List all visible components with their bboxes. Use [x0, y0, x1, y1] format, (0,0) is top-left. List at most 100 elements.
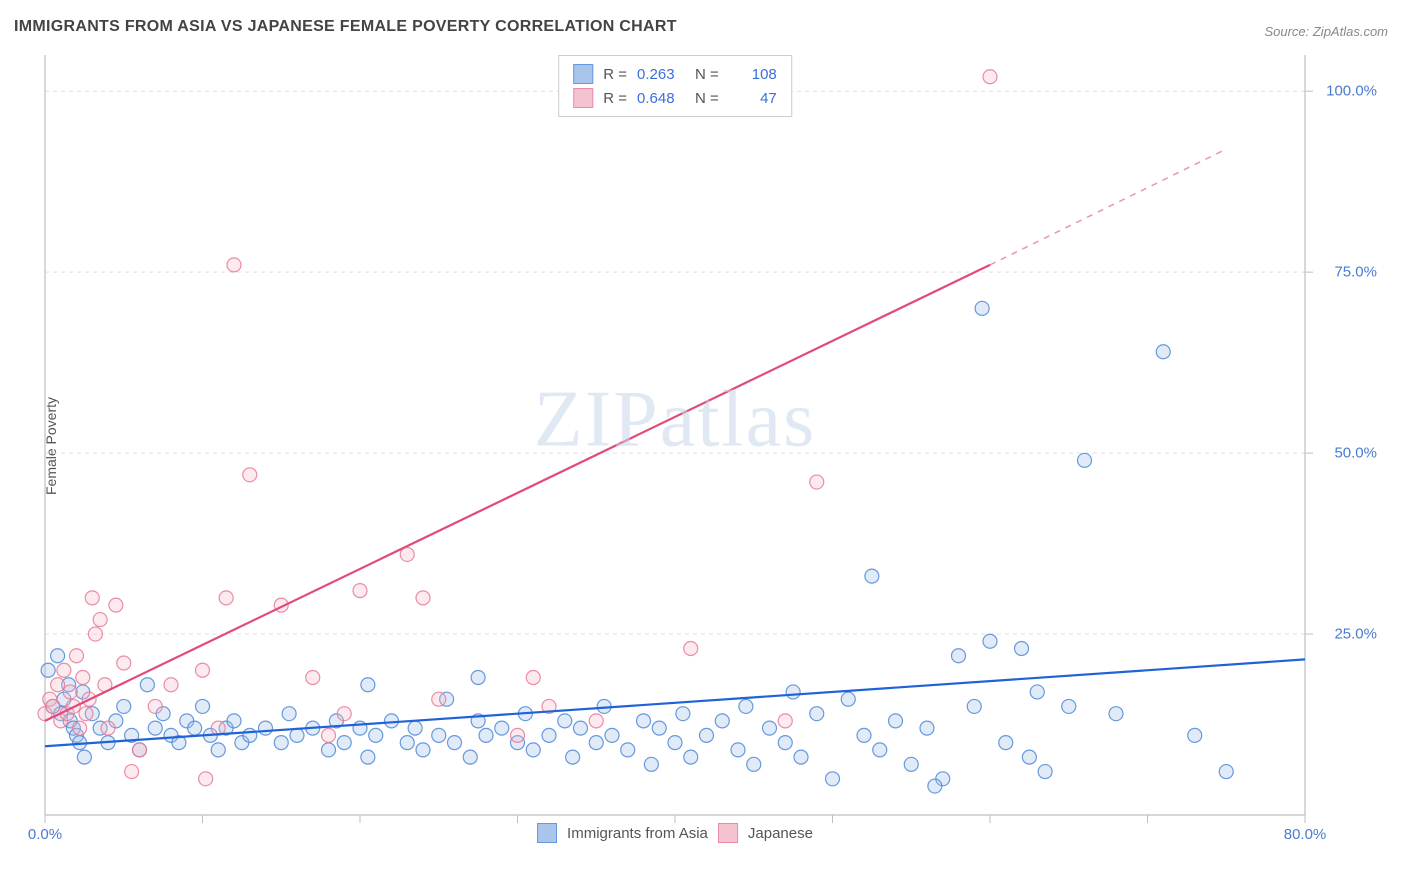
trend-line-dash-japanese	[990, 149, 1226, 265]
scatter-point-asia	[904, 757, 918, 771]
scatter-point-asia	[1109, 707, 1123, 721]
scatter-point-asia	[731, 743, 745, 757]
scatter-point-japanese	[70, 649, 84, 663]
legend-r-value-asia: 0.263	[637, 66, 685, 83]
scatter-point-asia	[542, 728, 556, 742]
scatter-point-asia	[684, 750, 698, 764]
legend-label-japanese: Japanese	[748, 825, 813, 842]
legend-n-value-japanese: 47	[729, 90, 777, 107]
legend-row-asia: R =0.263N =108	[573, 62, 777, 86]
legend-r-label: R =	[603, 66, 627, 83]
legend-swatch-japanese	[573, 88, 593, 108]
scatter-point-japanese	[684, 642, 698, 656]
scatter-point-asia	[1015, 642, 1029, 656]
scatter-point-asia	[566, 750, 580, 764]
scatter-point-asia	[786, 685, 800, 699]
scatter-point-asia	[322, 743, 336, 757]
scatter-point-japanese	[46, 699, 60, 713]
scatter-point-japanese	[63, 685, 77, 699]
scatter-point-asia	[794, 750, 808, 764]
scatter-point-asia	[920, 721, 934, 735]
source-attribution: Source: ZipAtlas.com	[1264, 24, 1388, 39]
scatter-point-asia	[148, 721, 162, 735]
scatter-point-asia	[337, 736, 351, 750]
scatter-point-asia	[652, 721, 666, 735]
scatter-point-asia	[361, 750, 375, 764]
scatter-point-japanese	[416, 591, 430, 605]
scatter-point-asia	[274, 736, 288, 750]
scatter-point-asia	[188, 721, 202, 735]
legend-label-asia: Immigrants from Asia	[567, 825, 708, 842]
scatter-point-japanese	[148, 699, 162, 713]
scatter-point-asia	[621, 743, 635, 757]
scatter-point-asia	[676, 707, 690, 721]
scatter-point-japanese	[199, 772, 213, 786]
scatter-point-asia	[416, 743, 430, 757]
scatter-point-asia	[668, 736, 682, 750]
scatter-point-japanese	[306, 670, 320, 684]
scatter-point-asia	[644, 757, 658, 771]
scatter-point-asia	[857, 728, 871, 742]
scatter-point-asia	[1156, 345, 1170, 359]
scatter-point-japanese	[109, 598, 123, 612]
scatter-point-asia	[574, 721, 588, 735]
scatter-point-japanese	[125, 765, 139, 779]
scatter-point-asia	[983, 634, 997, 648]
y-tick-label: 25.0%	[1334, 626, 1377, 643]
scatter-point-asia	[463, 750, 477, 764]
scatter-point-japanese	[778, 714, 792, 728]
scatter-point-asia	[385, 714, 399, 728]
scatter-point-asia	[558, 714, 572, 728]
scatter-point-asia	[1078, 453, 1092, 467]
scatter-point-asia	[408, 721, 422, 735]
scatter-point-asia	[259, 721, 273, 735]
scatter-point-asia	[227, 714, 241, 728]
scatter-point-asia	[700, 728, 714, 742]
scatter-point-asia	[715, 714, 729, 728]
scatter-point-japanese	[133, 743, 147, 757]
chart-title: IMMIGRANTS FROM ASIA VS JAPANESE FEMALE …	[14, 18, 677, 36]
legend-r-label: R =	[603, 90, 627, 107]
scatter-point-japanese	[589, 714, 603, 728]
legend-n-label: N =	[695, 66, 719, 83]
scatter-point-asia	[448, 736, 462, 750]
scatter-point-asia	[1219, 765, 1233, 779]
scatter-point-japanese	[810, 475, 824, 489]
y-tick-label: 100.0%	[1326, 83, 1377, 100]
scatter-point-asia	[211, 743, 225, 757]
scatter-point-japanese	[227, 258, 241, 272]
scatter-point-asia	[400, 736, 414, 750]
scatter-point-japanese	[76, 670, 90, 684]
scatter-point-asia	[841, 692, 855, 706]
scatter-point-japanese	[337, 707, 351, 721]
scatter-point-asia	[1022, 750, 1036, 764]
scatter-point-asia	[865, 569, 879, 583]
scatter-point-asia	[1030, 685, 1044, 699]
trend-line-asia	[45, 659, 1305, 746]
scatter-point-asia	[196, 699, 210, 713]
scatter-point-asia	[889, 714, 903, 728]
scatter-point-japanese	[57, 663, 71, 677]
scatter-point-asia	[778, 736, 792, 750]
scatter-point-asia	[928, 779, 942, 793]
scatter-point-japanese	[219, 591, 233, 605]
scatter-point-asia	[589, 736, 603, 750]
scatter-point-asia	[999, 736, 1013, 750]
scatter-point-japanese	[73, 721, 87, 735]
scatter-point-japanese	[526, 670, 540, 684]
scatter-point-asia	[967, 699, 981, 713]
scatter-point-asia	[41, 663, 55, 677]
legend-swatch-asia	[573, 64, 593, 84]
scatter-point-asia	[826, 772, 840, 786]
legend-series: Immigrants from Asia Japanese	[537, 823, 813, 843]
scatter-point-japanese	[85, 591, 99, 605]
scatter-point-asia	[1188, 728, 1202, 742]
scatter-point-asia	[479, 728, 493, 742]
scatter-point-asia	[873, 743, 887, 757]
legend-r-value-japanese: 0.648	[637, 90, 685, 107]
scatter-point-asia	[140, 678, 154, 692]
legend-row-japanese: R =0.648N =47	[573, 86, 777, 110]
scatter-point-asia	[952, 649, 966, 663]
scatter-point-asia	[51, 649, 65, 663]
scatter-point-asia	[975, 301, 989, 315]
